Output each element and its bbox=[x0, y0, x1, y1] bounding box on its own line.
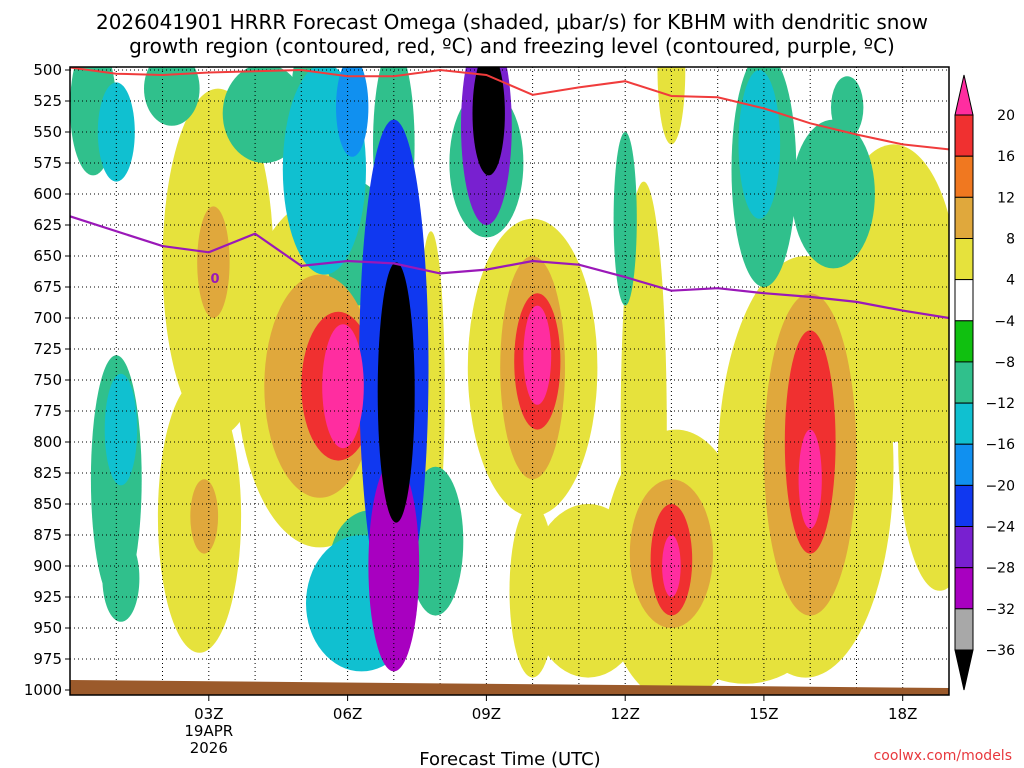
y-tick-label-550: 550 bbox=[33, 123, 62, 141]
freezing-level-contour bbox=[70, 215, 949, 320]
colorbar-segment-6 bbox=[954, 320, 974, 363]
omega-cell-23 bbox=[197, 206, 230, 318]
colorbar-segment-9 bbox=[954, 443, 974, 486]
omega-cell-11 bbox=[528, 504, 649, 678]
x-tick-label-03Z: 03Z bbox=[194, 705, 223, 723]
colorbar-label-1: 16 bbox=[997, 149, 1015, 165]
x-tick-label-18Z: 18Z bbox=[888, 705, 917, 723]
colorbar-segment-13 bbox=[954, 608, 974, 651]
omega-cell-22 bbox=[831, 76, 864, 139]
y-tick-label-900: 900 bbox=[33, 557, 62, 575]
chart-title-line-2: growth region (contoured, red, ºC) and f… bbox=[129, 34, 895, 58]
colorbar-label-10: −24 bbox=[985, 520, 1015, 536]
colorbar-segment-1 bbox=[954, 114, 974, 157]
x-tick-label-06Z: 06Z bbox=[333, 705, 362, 723]
colorbar-label-8: −16 bbox=[985, 437, 1015, 453]
y-tick-label-925: 925 bbox=[33, 588, 62, 606]
colorbar-label-4: 4 bbox=[1006, 273, 1015, 289]
y-tick-label-650: 650 bbox=[33, 247, 62, 265]
colorbar-label-5: −4 bbox=[994, 314, 1015, 330]
omega-shading bbox=[70, 67, 949, 695]
x-tick-year: 2026 bbox=[190, 739, 228, 757]
colorbar-segment-12 bbox=[954, 567, 974, 610]
y-tick-label-575: 575 bbox=[33, 154, 62, 172]
chart-title-line-1: 2026041901 HRRR Forecast Omega (shaded, … bbox=[96, 10, 928, 34]
x-tick-label-15Z: 15Z bbox=[749, 705, 778, 723]
x-tick-label-09Z: 09Z bbox=[472, 705, 501, 723]
y-tick-label-500: 500 bbox=[33, 61, 62, 79]
colorbar-label-6: −8 bbox=[994, 355, 1015, 371]
x-tick-label-12Z: 12Z bbox=[611, 705, 640, 723]
y-tick-label-1000: 1000 bbox=[24, 681, 62, 699]
colorbar: 20 16 12 8 4 −4 −8 −12 −16 −20 −24 −28 −32 −36 bbox=[954, 74, 1015, 691]
colorbar-label-9: −20 bbox=[985, 478, 1015, 494]
plot-frame bbox=[69, 66, 950, 696]
colorbar-label-0: 20 bbox=[997, 108, 1015, 124]
colorbar-segment-7 bbox=[954, 361, 974, 404]
omega-cell-16 bbox=[144, 67, 200, 126]
colorbar-top-arrow bbox=[954, 74, 974, 116]
colorbar-segment-4 bbox=[954, 238, 974, 281]
colorbar-segment-5 bbox=[954, 279, 974, 322]
y-tick-label-950: 950 bbox=[33, 619, 62, 637]
omega-cell-39 bbox=[738, 69, 781, 219]
freezing-level-label: 0 bbox=[210, 272, 219, 287]
x-axis-label: Forecast Time (UTC) bbox=[419, 749, 600, 768]
y-tick-label-875: 875 bbox=[33, 526, 62, 544]
y-tick-label-800: 800 bbox=[33, 433, 62, 451]
colorbar-label-3: 8 bbox=[1006, 232, 1015, 248]
omega-cell-15 bbox=[791, 119, 875, 269]
omega-cell-20 bbox=[613, 132, 637, 306]
y-tick-label-750: 750 bbox=[33, 371, 62, 389]
y-tick-label-600: 600 bbox=[33, 185, 62, 203]
y-axis-ticks: 500 525 550 575 600 625 650 675 700 725 750 775 800 8… bbox=[24, 61, 70, 699]
colorbar-label-7: −12 bbox=[985, 396, 1015, 412]
x-tick-date: 19APR bbox=[184, 722, 233, 740]
omega-cell-35 bbox=[104, 373, 138, 486]
omega-cell-48 bbox=[662, 535, 681, 597]
grid-lines bbox=[70, 67, 949, 695]
colorbar-bottom-arrow bbox=[954, 649, 974, 691]
y-tick-label-525: 525 bbox=[33, 92, 62, 110]
omega-cell-24 bbox=[190, 479, 219, 554]
colorbar-label-13: −36 bbox=[985, 643, 1015, 659]
omega-cell-30 bbox=[102, 535, 140, 622]
y-tick-label-675: 675 bbox=[33, 278, 62, 296]
omega-cell-53 bbox=[472, 67, 505, 176]
y-tick-label-975: 975 bbox=[33, 650, 62, 668]
terrain-ground bbox=[70, 680, 949, 695]
y-tick-label-700: 700 bbox=[33, 309, 62, 327]
colorbar-label-12: −32 bbox=[985, 602, 1015, 618]
omega-cell-47 bbox=[523, 305, 552, 405]
y-tick-label-825: 825 bbox=[33, 464, 62, 482]
y-tick-label-775: 775 bbox=[33, 402, 62, 420]
omega-cell-9 bbox=[898, 293, 949, 591]
omega-cell-44 bbox=[336, 67, 369, 157]
source-watermark: coolwx.com/models bbox=[874, 748, 1012, 764]
colorbar-segment-10 bbox=[954, 484, 974, 528]
colorbar-segment-3 bbox=[954, 196, 974, 240]
omega-cell-51 bbox=[368, 460, 420, 672]
colorbar-segment-2 bbox=[954, 155, 974, 198]
colorbar-segment-11 bbox=[954, 526, 974, 569]
colorbar-label-2: 12 bbox=[997, 190, 1015, 206]
colorbar-label-11: −28 bbox=[985, 561, 1015, 577]
y-tick-label-725: 725 bbox=[33, 340, 62, 358]
y-tick-label-850: 850 bbox=[33, 495, 62, 513]
dendritic-growth-contour bbox=[70, 67, 949, 151]
colorbar-segment-8 bbox=[954, 402, 974, 445]
omega-cell-4 bbox=[657, 67, 686, 145]
y-tick-label-625: 625 bbox=[33, 216, 62, 234]
omega-cell-46 bbox=[322, 324, 364, 449]
omega-cell-52 bbox=[377, 262, 415, 523]
